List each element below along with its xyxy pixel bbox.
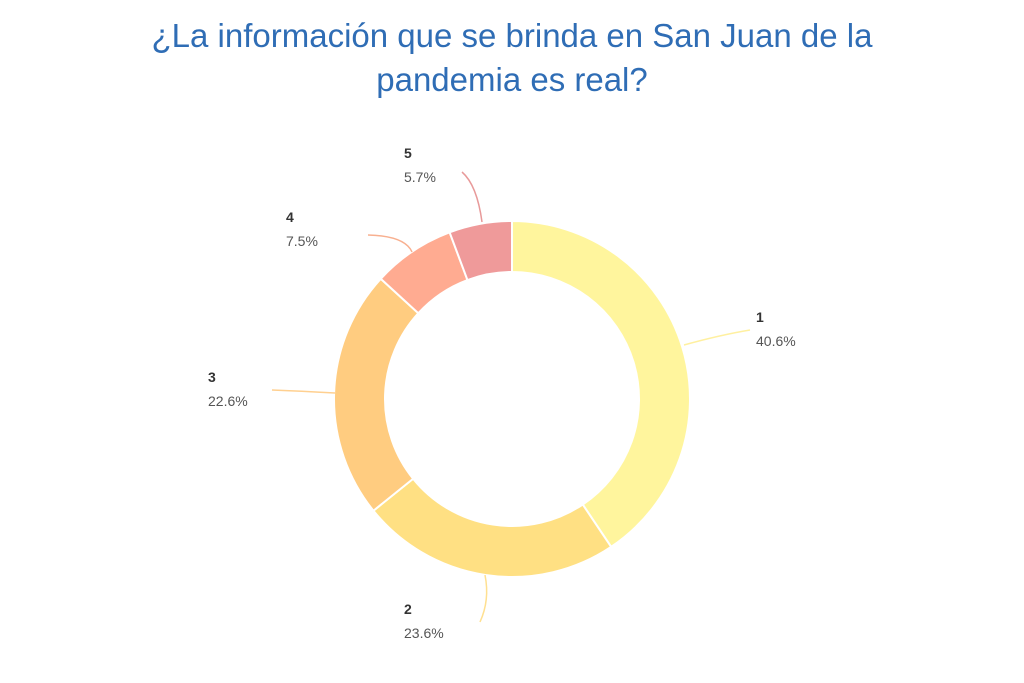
- donut-slice-3: [333, 277, 420, 513]
- leader-line-2: [479, 574, 488, 623]
- donut-slice-2: [372, 477, 613, 578]
- chart-title-line-2: pandemia es real?: [376, 61, 648, 98]
- leader-line-1: [683, 329, 751, 346]
- leader-lines: [271, 171, 751, 623]
- chart-title-line-1: ¿La información que se brinda en San Jua…: [151, 17, 873, 54]
- slice-label-4: 4: [286, 209, 294, 225]
- slice-percent-2: 23.6%: [404, 625, 444, 641]
- donut-slice-5: [448, 219, 513, 282]
- chart-title: ¿La información que se brinda en San Jua…: [40, 14, 984, 102]
- donut-slices: [333, 219, 691, 578]
- slice-percent-5: 5.7%: [404, 169, 436, 185]
- leader-line-4: [367, 234, 413, 253]
- slice-label-2: 2: [404, 601, 412, 617]
- slice-percent-1: 40.6%: [756, 333, 796, 349]
- leader-line-5: [461, 171, 483, 223]
- slice-label-1: 1: [756, 309, 764, 325]
- slice-percent-4: 7.5%: [286, 233, 318, 249]
- slice-percent-3: 22.6%: [208, 393, 248, 409]
- slice-label-3: 3: [208, 369, 216, 385]
- donut-slice-1: [511, 219, 691, 549]
- slice-labels: 1 40.6% 2 23.6% 3 22.6% 4 7.5% 5 5.7%: [208, 145, 796, 641]
- leader-line-3: [271, 389, 336, 394]
- slice-label-5: 5: [404, 145, 412, 161]
